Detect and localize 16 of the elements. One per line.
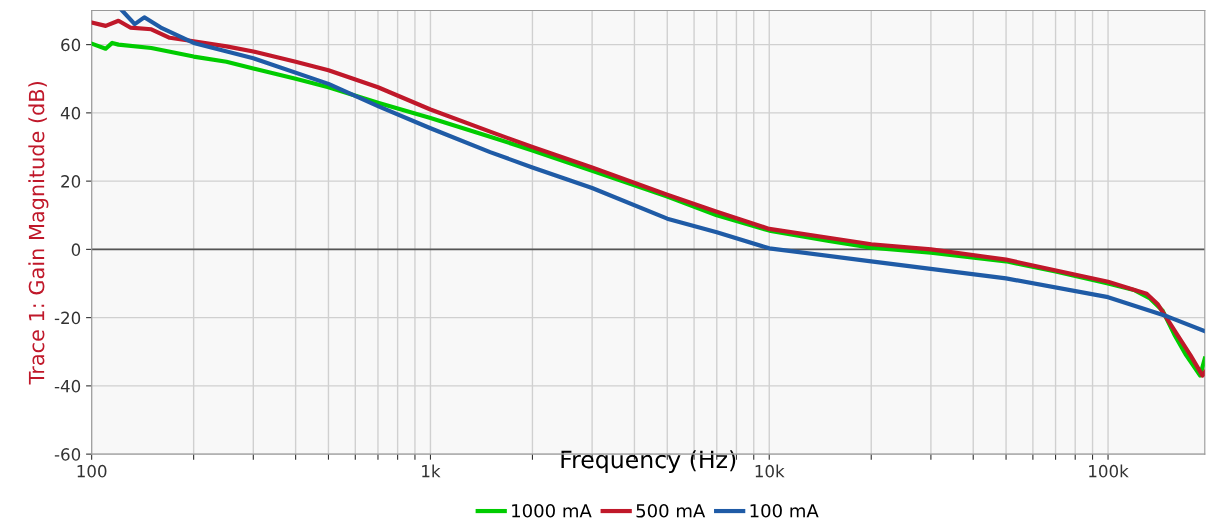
x-tick-label: 100k: [1089, 464, 1129, 478]
y-tick-label: 40: [60, 106, 81, 120]
legend-label: 100 mA: [750, 503, 819, 518]
legend-label: 1000 mA: [512, 503, 592, 518]
y-tick-label: 60: [61, 38, 81, 52]
x-tick-label: 100: [77, 464, 107, 478]
x-tick-label: 1k: [422, 464, 441, 478]
legend-label: 500 mA: [636, 503, 706, 518]
y-tick-label: 0: [71, 243, 81, 256]
y-tick-label: -20: [54, 311, 81, 325]
y-tick-label: -60: [54, 448, 81, 461]
y-tick-label: 20: [61, 175, 81, 188]
y-axis-title: Trace 1: Gain Magnitude (dB): [28, 82, 49, 385]
x-axis-title: Frequency (Hz): [561, 450, 736, 473]
y-tick-label: -40: [54, 379, 81, 393]
x-tick-label: 10k: [755, 464, 785, 478]
